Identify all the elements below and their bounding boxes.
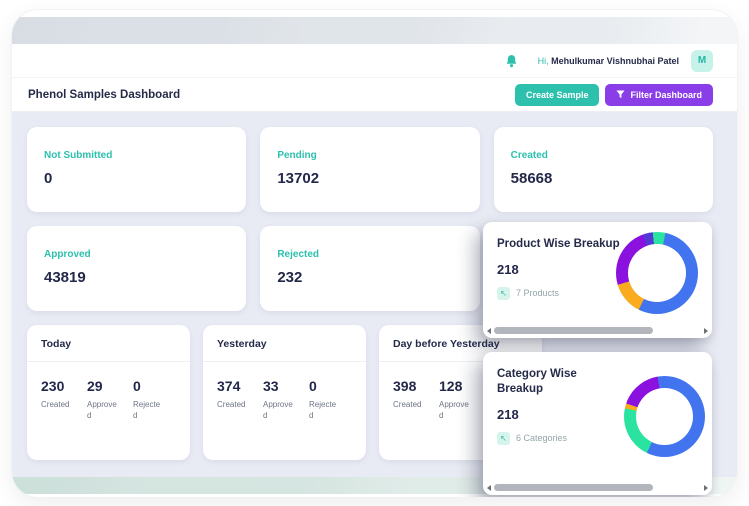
scroll-right-icon[interactable] <box>704 327 708 334</box>
notification-bell-icon[interactable] <box>505 54 518 68</box>
avatar[interactable]: M <box>691 49 713 72</box>
metric: 230 Created <box>41 378 72 421</box>
scroll-left-icon[interactable] <box>487 327 491 334</box>
create-sample-button[interactable]: Create Sample <box>514 83 600 106</box>
metric-label: Approved <box>87 400 117 421</box>
day-summary-row: Today 230 Created 29 Approved 0 Rejected <box>27 325 713 460</box>
page-title: Phenol Samples Dashboard <box>28 88 181 101</box>
metric-label: Rejected <box>133 400 161 421</box>
toolbar-actions: Create Sample Filter Dashboard <box>514 83 713 106</box>
day-card-metrics: 230 Created 29 Approved 0 Rejected <box>27 362 190 421</box>
stat-value: 13702 <box>277 170 320 187</box>
filter-dashboard-button[interactable]: Filter Dashboard <box>605 83 713 106</box>
filter-button-label: Filter Dashboard <box>630 89 702 100</box>
filter-funnel-icon <box>616 90 626 99</box>
app-window: Hi, Mehulkumar Vishnubhai Patel M Phenol… <box>12 10 737 497</box>
day-card-metrics: 374 Created 33 Approved 0 Rejected <box>203 362 366 421</box>
trend-arrow-icon: ↖ <box>497 431 510 445</box>
metric: 398 Created <box>393 378 424 421</box>
metric-label: Approved <box>263 400 293 421</box>
category-donut-chart <box>624 376 705 457</box>
breakup-total-value: 218 <box>497 261 519 277</box>
stat-value: 232 <box>277 269 303 286</box>
product-wise-breakup-card: Product Wise Breakup 218 ↖ 7 Products <box>483 222 712 338</box>
greeting-prefix: Hi, <box>537 55 552 66</box>
breakup-card-title: Category Wise Breakup <box>497 368 577 395</box>
horizontal-scrollbar[interactable] <box>487 483 708 492</box>
header-bar: Hi, Mehulkumar Vishnubhai Patel M <box>12 44 737 78</box>
product-donut-chart <box>616 232 698 314</box>
metric: 29 Approved <box>87 378 118 421</box>
metric-value: 398 <box>393 378 417 394</box>
top-marble-strip <box>12 17 737 44</box>
day-card-metrics: 398 Created 128 Approved <box>379 362 542 421</box>
stat-card-pending: Pending 13702 <box>260 127 480 212</box>
metric-value: 374 <box>217 378 241 394</box>
category-wise-breakup-card: Category Wise Breakup 218 ↖ 6 Categories <box>483 352 712 495</box>
stat-card-created: Created 58668 <box>493 127 713 212</box>
stat-label: Rejected <box>277 249 320 260</box>
breakup-badge: ↖ 7 Products <box>497 286 698 300</box>
stat-card-not-submitted: Not Submitted 0 <box>27 127 247 212</box>
title-bar: Phenol Samples Dashboard Create Sample F… <box>12 78 737 112</box>
breakup-badge: ↖ 6 Categories <box>497 431 698 445</box>
metric-label: Created <box>393 400 422 409</box>
metric-value: 230 <box>41 378 65 394</box>
metric: 33 Approved <box>263 378 294 421</box>
metric-value: 29 <box>87 378 103 394</box>
day-card-yesterday: Yesterday 374 Created 33 Approved 0 Reje… <box>203 325 366 460</box>
stat-row-1: Not Submitted 0 Pending 13702 Created 58… <box>27 127 713 212</box>
metric-value: 33 <box>263 378 279 394</box>
metric: 0 Rejected <box>309 378 340 421</box>
stat-label: Pending <box>277 150 317 161</box>
stat-value: 0 <box>44 170 53 187</box>
stat-card-approved: Approved 43819 <box>27 226 247 311</box>
breakup-total-value: 218 <box>497 406 519 422</box>
stat-label: Created <box>510 150 548 161</box>
metric-label: Rejected <box>309 400 337 421</box>
metric-label: Created <box>217 400 246 409</box>
breakup-badge-label: 7 Products <box>516 288 560 299</box>
scroll-left-icon[interactable] <box>487 484 491 491</box>
day-card-title: Yesterday <box>203 325 366 362</box>
metric-label: Created <box>41 400 70 409</box>
scrollbar-thumb[interactable] <box>494 484 654 491</box>
stat-row-2: Approved 43819 Rejected 232 <box>27 226 713 311</box>
stat-value: 43819 <box>44 269 86 286</box>
day-card-title: Today <box>27 325 190 362</box>
metric: 128 Approved <box>439 378 470 421</box>
user-greeting: Hi, Mehulkumar Vishnubhai Patel <box>538 56 679 66</box>
stat-label: Not Submitted <box>44 150 113 161</box>
horizontal-scrollbar[interactable] <box>487 326 708 335</box>
trend-arrow-icon: ↖ <box>497 286 510 300</box>
day-card-today: Today 230 Created 29 Approved 0 Rejected <box>27 325 190 460</box>
metric-value: 0 <box>309 378 317 394</box>
stat-card-rejected: Rejected 232 <box>260 226 480 311</box>
metric-value: 128 <box>439 378 463 394</box>
stat-label: Approved <box>44 249 91 260</box>
dashboard-content: Not Submitted 0 Pending 13702 Created 58… <box>12 112 737 477</box>
metric-label: Approved <box>439 400 469 421</box>
breakup-card-title: Product Wise Breakup <box>497 238 620 250</box>
scrollbar-thumb[interactable] <box>494 327 654 334</box>
metric-value: 0 <box>133 378 141 394</box>
scroll-right-icon[interactable] <box>704 484 708 491</box>
day-card-title: Day before Yesterday <box>379 325 542 362</box>
metric: 0 Rejected <box>133 378 164 421</box>
breakup-badge-label: 6 Categories <box>516 433 568 444</box>
stat-value: 58668 <box>510 170 553 187</box>
user-name: Mehulkumar Vishnubhai Patel <box>551 55 679 66</box>
metric: 374 Created <box>217 378 248 421</box>
